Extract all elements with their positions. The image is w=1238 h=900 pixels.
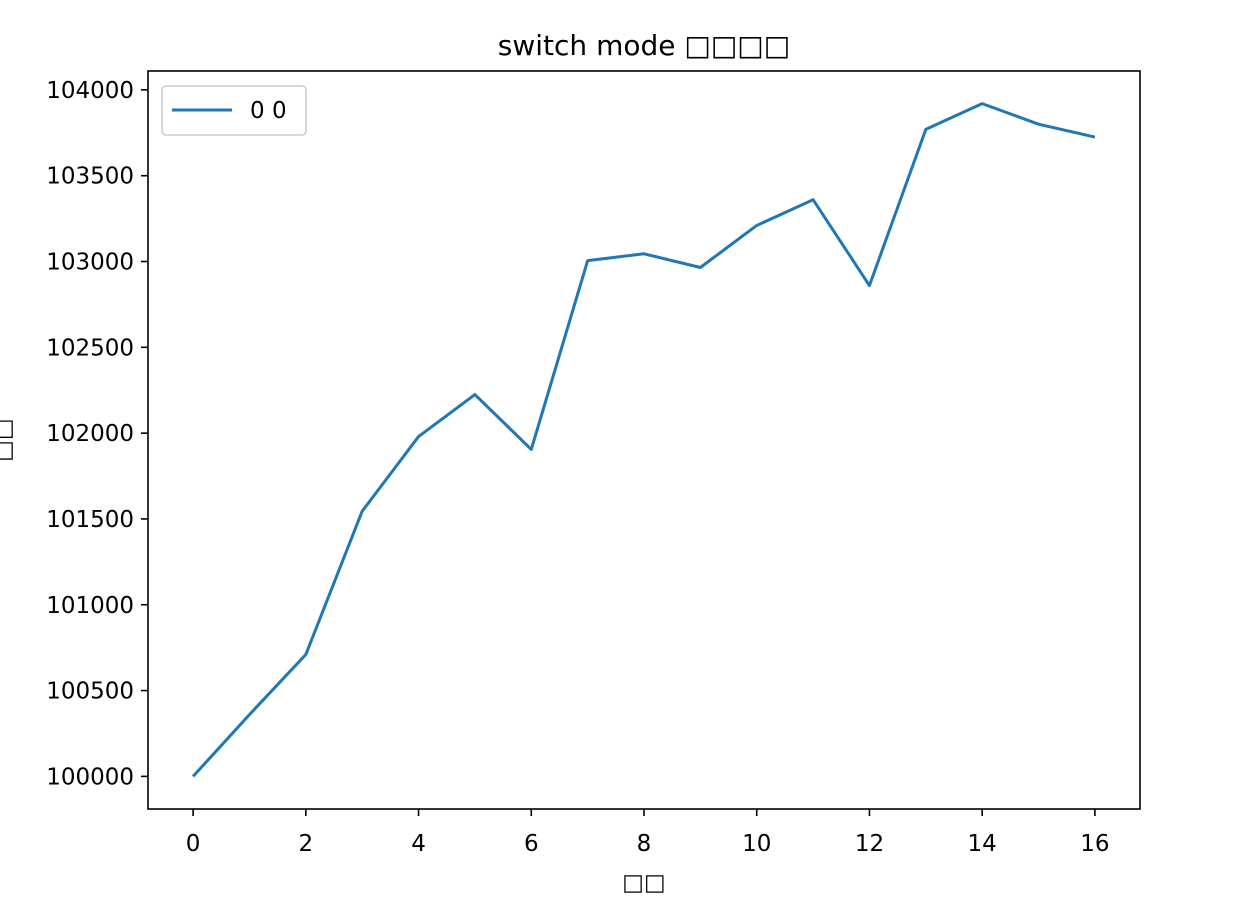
- x-tick-label: 0: [186, 831, 201, 857]
- x-tick-label: 2: [298, 831, 313, 857]
- plot-area-frame: [147, 70, 1141, 810]
- x-tick-label: 8: [637, 831, 652, 857]
- y-tick-label: 104000: [46, 78, 134, 104]
- legend-box: [161, 85, 307, 136]
- legend-label: 0 0: [250, 98, 287, 124]
- x-tick-label: 16: [1080, 831, 1109, 857]
- y-tick-label: 101000: [46, 593, 134, 619]
- y-tick-label: 101500: [46, 507, 134, 533]
- x-axis-label: □□: [622, 870, 665, 896]
- y-axis-label: □□: [0, 418, 16, 461]
- legend: 0 0: [161, 85, 307, 136]
- y-tick-label: 100000: [46, 764, 134, 790]
- y-tick-label: 100500: [46, 679, 134, 705]
- axis-ticks: 0 2 4 6 8 10 12 14 16 100000 100500 101000 101500 102…: [46, 78, 1109, 857]
- series-line: [191, 102, 1096, 778]
- series-group: [191, 102, 1096, 778]
- x-tick-label: 4: [411, 831, 426, 857]
- x-tick-label: 10: [742, 831, 771, 857]
- x-tick-label: 12: [855, 831, 884, 857]
- y-tick-label: 102500: [46, 335, 134, 361]
- y-tick-label: 103500: [46, 164, 134, 190]
- x-tick-label: 6: [524, 831, 539, 857]
- y-tick-label: 102000: [46, 421, 134, 447]
- y-tick-label: 103000: [46, 250, 134, 276]
- chart-title: switch mode □□□□: [498, 29, 790, 62]
- x-tick-label: 14: [968, 831, 997, 857]
